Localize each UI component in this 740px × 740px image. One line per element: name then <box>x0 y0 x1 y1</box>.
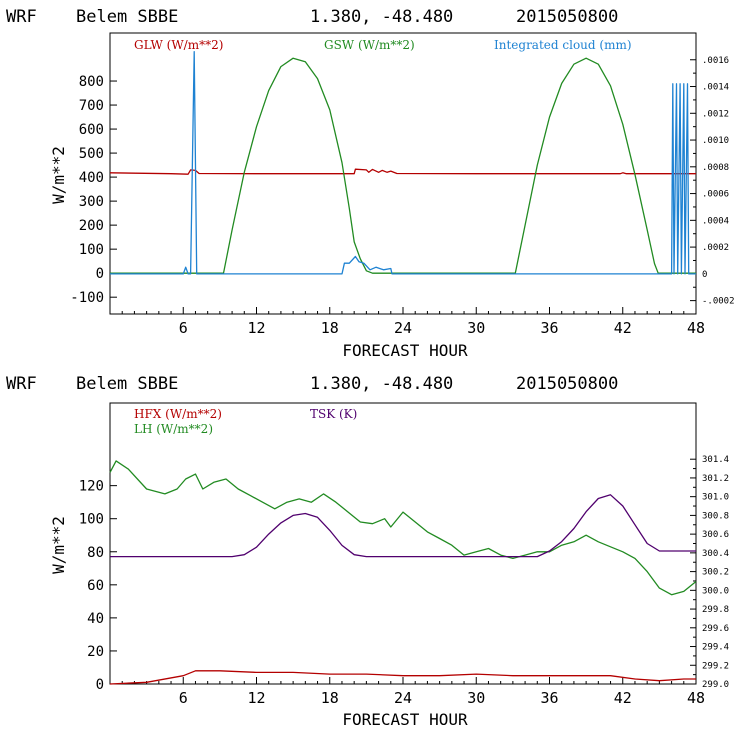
chart2-header-station: Belem SBBE <box>76 374 178 394</box>
chart2-xtick-label: 18 <box>321 689 339 707</box>
chart1-xtick-label: 24 <box>394 319 412 337</box>
chart2-xtick-label: 36 <box>540 689 558 707</box>
chart2-ytick-label: 0 <box>96 677 104 693</box>
chart1-xtick-label: 30 <box>467 319 485 337</box>
chart1-y2tick-label: .0012 <box>702 109 729 119</box>
chart2-header-model: WRF <box>6 374 37 394</box>
chart1-header-station: Belem SBBE <box>76 7 178 27</box>
chart1-xtick-label: 48 <box>687 319 705 337</box>
chart1-header-coords: 1.380, -48.480 <box>310 7 453 27</box>
chart2-xlabel: FORECAST HOUR <box>342 710 468 729</box>
chart2-ytick-label: 40 <box>87 611 104 627</box>
chart2-ytick-label: 100 <box>79 512 104 528</box>
chart1-y2tick-label: .0014 <box>702 83 729 93</box>
chart2-header: WRF Belem SBBE 1.380, -48.480 2015050800 <box>6 374 618 394</box>
chart1-xtick-label: 42 <box>614 319 632 337</box>
chart2-ytick-label: 60 <box>87 578 104 594</box>
chart2-ytick-label: 80 <box>87 545 104 561</box>
chart2-y2tick-label: 301.0 <box>702 493 729 503</box>
chart2-xtick-label: 24 <box>394 689 412 707</box>
chart1-xtick-label: 36 <box>540 319 558 337</box>
legend-lh: LH (W/m**2) <box>134 422 213 436</box>
chart1-ytick-label: -100 <box>70 290 104 306</box>
chart2-series-hfx <box>109 670 696 685</box>
chart1-ytick-label: 700 <box>79 98 104 114</box>
chart2-header-coords: 1.380, -48.480 <box>310 374 453 394</box>
chart2-y2tick-label: 300.4 <box>702 549 729 559</box>
chart1-y2tick-label: .0016 <box>702 56 729 66</box>
chart2-y2tick-label: 299.8 <box>702 605 729 615</box>
chart1-y2tick-label: .0002 <box>702 243 729 253</box>
chart2-y2tick-label: 300.2 <box>702 568 729 578</box>
chart1-xtick-label: 6 <box>179 319 188 337</box>
chart1-series-gsw <box>110 57 696 274</box>
chart1-ytick-label: 100 <box>79 242 104 258</box>
chart2-y2tick-label: 299.0 <box>702 680 729 690</box>
chart2-y2tick-label: 300.6 <box>702 530 729 540</box>
chart2-xtick-label: 12 <box>247 689 265 707</box>
chart2-ylabel: W/m**2 <box>49 516 68 574</box>
chart1-header-date: 2015050800 <box>516 7 618 27</box>
chart1-xtick-label: 12 <box>247 319 265 337</box>
chart2-y2tick-label: 300.0 <box>702 586 729 596</box>
chart2-header-date: 2015050800 <box>516 374 618 394</box>
chart1-y2tick-label: .0008 <box>702 163 729 173</box>
chart2-ytick-label: 20 <box>87 644 104 660</box>
legend-glw: GLW (W/m**2) <box>134 38 223 52</box>
chart2-xtick-label: 42 <box>614 689 632 707</box>
chart1-marks: 6 12 18 24 30 36 42 48 -100 0 100 200 300 400 500 600 70… <box>70 51 735 337</box>
chart1-ytick-label: 600 <box>79 122 104 138</box>
chart1-ytick-label: 300 <box>79 194 104 210</box>
chart1-ytick-label: 400 <box>79 170 104 186</box>
chart2-xtick-label: 30 <box>467 689 485 707</box>
chart1-series-glw <box>109 168 696 175</box>
chart1-legend: GLW (W/m**2) GSW (W/m**2) Integrated clo… <box>134 38 632 52</box>
chart1-ytick-label: 500 <box>79 146 104 162</box>
chart1-ytick-label: 200 <box>79 218 104 234</box>
chart1-y2tick-label: .0006 <box>702 190 729 200</box>
chart1-series-cloud <box>110 51 696 275</box>
legend-gsw: GSW (W/m**2) <box>324 38 415 52</box>
chart2-plot-frame <box>109 402 697 685</box>
chart1-y2tick-label: -.0002 <box>702 297 735 307</box>
chart1-ytick-label: 0 <box>96 266 104 282</box>
chart2-series-tsk <box>110 494 696 558</box>
chart1-ylabel: W/m**2 <box>49 146 68 204</box>
chart1-y2tick-label: 0 <box>702 270 707 280</box>
chart1-y2tick-label: .0004 <box>702 216 729 226</box>
chart1-header: WRF Belem SBBE 1.380, -48.480 2015050800 <box>6 7 618 27</box>
legend-tsk: TSK (K) <box>310 407 357 421</box>
chart2-y2tick-label: 300.8 <box>702 511 729 521</box>
chart2-xtick-label: 48 <box>687 689 705 707</box>
chart1-y2tick-label: .0010 <box>702 136 729 146</box>
chart1-ytick-label: 800 <box>79 74 104 90</box>
chart2-y2tick-label: 299.4 <box>702 643 729 653</box>
chart2-marks: 6 12 18 24 30 36 42 48 0 20 40 60 80 100 120 299.0 299.2… <box>79 455 729 707</box>
chart2-series-lh <box>109 460 697 596</box>
chart1-header-model: WRF <box>6 7 37 27</box>
chart2-ytick-label: 120 <box>79 479 104 495</box>
chart2-y2tick-label: 301.2 <box>702 474 729 484</box>
chart1-xlabel: FORECAST HOUR <box>342 341 468 360</box>
legend-cloud: Integrated cloud (mm) <box>494 38 632 52</box>
chart2-y2tick-label: 301.4 <box>702 455 729 465</box>
chart2-legend: HFX (W/m**2) LH (W/m**2) TSK (K) <box>134 407 357 436</box>
chart2-y2tick-label: 299.2 <box>702 661 729 671</box>
chart2-y2tick-label: 299.6 <box>702 624 729 634</box>
legend-hfx: HFX (W/m**2) <box>134 407 222 421</box>
chart2-xtick-label: 6 <box>179 689 188 707</box>
chart1-xtick-label: 18 <box>321 319 339 337</box>
